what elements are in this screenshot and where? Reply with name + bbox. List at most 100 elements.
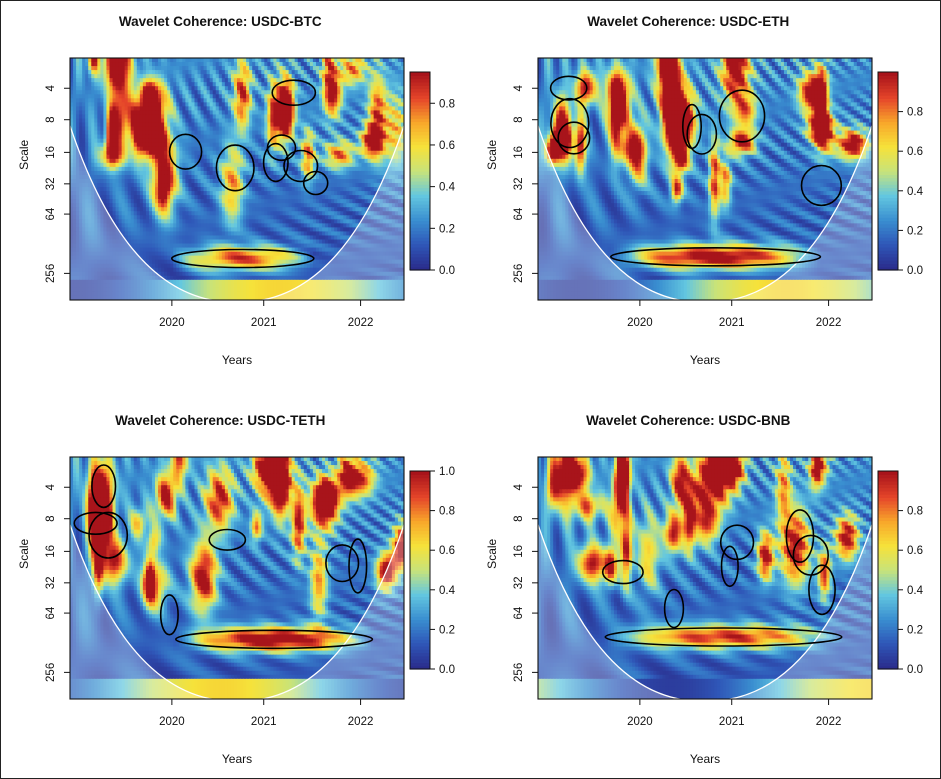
colorbar-tick-label: 0.4	[907, 186, 924, 198]
y-tick-label: 4	[513, 483, 525, 490]
significance-contour	[215, 144, 255, 192]
y-tick-label: 64	[45, 606, 57, 619]
significance-contour	[348, 538, 368, 594]
x-axis-label: Years	[222, 353, 252, 367]
colorbar-tick-label: 0.4	[439, 182, 456, 194]
significance-contour	[720, 545, 739, 588]
significance-contour	[686, 113, 718, 155]
significance-contour	[271, 79, 317, 106]
plot-border	[69, 57, 405, 301]
y-tick-label: 4	[45, 483, 57, 490]
significance-contour	[557, 121, 591, 155]
x-axis-label: Years	[690, 752, 720, 766]
y-tick-label: 256	[45, 264, 57, 283]
significance-contour	[208, 528, 247, 551]
colorbar-tick-label: 0.4	[439, 585, 456, 597]
significance-contour	[550, 97, 590, 149]
colorbar: 0.0 0.2 0.4 0.6 0.8	[409, 71, 456, 277]
y-tick-label: 8	[45, 117, 57, 123]
colorbar-tick-label: 0.0	[907, 265, 923, 277]
significance-contour	[719, 524, 755, 561]
significance-contour	[800, 164, 843, 207]
colorbar-tick-label: 1.0	[439, 466, 455, 478]
x-tick-label: 2022	[816, 317, 842, 329]
significance-contour	[283, 149, 319, 183]
x-axis-label: Years	[690, 353, 720, 367]
x-tick-label: 2022	[348, 317, 374, 329]
cone-of-influence	[538, 524, 872, 699]
chart-title: Wavelet Coherence: USDC-BNB	[586, 413, 791, 428]
plot-border	[537, 57, 873, 301]
cone-shading	[538, 524, 872, 699]
x-tick-label: 2020	[627, 716, 653, 728]
x-tick-label: 2020	[159, 716, 185, 728]
y-axis-label: Scale	[17, 538, 31, 568]
colorbar-tick-label: 0.2	[907, 225, 923, 237]
colorbar-tick-label: 0.2	[439, 223, 455, 235]
significance-contour	[171, 248, 315, 269]
plot-border	[69, 456, 405, 700]
chart-panel-4: Wavelet Coherence: USDC-BNB 2020 2021 2022 4…	[485, 413, 924, 766]
y-tick-label: 32	[513, 576, 525, 589]
x-tick-label: 2021	[719, 716, 745, 728]
y-tick-label: 32	[513, 177, 525, 190]
significance-contour	[549, 75, 588, 101]
colorbar: 0.0 0.2 0.4 0.6 0.8	[877, 71, 924, 277]
x-tick-label: 2021	[251, 317, 277, 329]
coherence-heatmap	[70, 58, 404, 300]
colorbar-tick-label: 0.6	[907, 146, 923, 158]
cone-of-influence	[70, 524, 404, 699]
y-axis-label: Scale	[485, 538, 499, 568]
y-tick-label: 32	[45, 177, 57, 190]
significance-contour	[73, 511, 118, 535]
cone-shading	[70, 125, 404, 300]
y-axis-label: Scale	[485, 139, 499, 169]
colorbar-tick-label: 0.8	[439, 98, 455, 110]
significance-contour	[91, 464, 117, 509]
y-tick-label: 64	[513, 606, 525, 619]
colorbar-tick-label: 0.0	[439, 265, 455, 277]
x-tick-label: 2021	[719, 317, 745, 329]
y-tick-label: 64	[45, 207, 57, 220]
x-axis-label: Years	[222, 752, 252, 766]
cone-of-influence	[538, 125, 872, 300]
cone-of-influence	[70, 125, 404, 300]
y-tick-label: 4	[513, 84, 525, 91]
y-tick-label: 256	[513, 663, 525, 682]
colorbar-tick-label: 0.6	[907, 545, 923, 557]
significance-contour	[681, 103, 702, 150]
significance-contour	[175, 629, 374, 650]
significance-contour	[88, 511, 129, 559]
y-tick-label: 8	[45, 516, 57, 522]
significance-contour	[159, 594, 179, 636]
x-tick-label: 2022	[348, 716, 374, 728]
y-tick-label: 8	[513, 516, 525, 522]
y-tick-label: 16	[513, 146, 525, 159]
y-tick-label: 64	[513, 207, 525, 220]
significance-contour	[718, 89, 766, 143]
x-tick-label: 2021	[251, 716, 277, 728]
colorbar-tick-label: 0.8	[439, 506, 455, 518]
y-tick-label: 8	[513, 117, 525, 123]
y-axis-label: Scale	[17, 139, 31, 169]
significance-contour	[808, 564, 836, 616]
significance-contour	[601, 559, 644, 585]
coherence-heatmap	[70, 457, 404, 699]
y-tick-label: 256	[513, 264, 525, 283]
colorbar-tick-label: 0.2	[907, 624, 923, 636]
significance-contour	[325, 544, 360, 583]
plot-border	[537, 456, 873, 700]
x-tick-label: 2022	[816, 716, 842, 728]
colorbar-tick-label: 0.8	[907, 506, 923, 518]
y-tick-label: 256	[45, 663, 57, 682]
colorbar-tick-label: 0.8	[907, 107, 923, 119]
y-tick-label: 16	[513, 545, 525, 558]
chart-panel-1: Wavelet Coherence: USDC-BTC 2020 2021 2022 4…	[17, 14, 456, 367]
y-tick-label: 16	[45, 545, 57, 558]
x-tick-label: 2020	[627, 317, 653, 329]
chart-panel-3: Wavelet Coherence: USDC-TETH 2020 2021 2022…	[17, 413, 456, 766]
chart-title: Wavelet Coherence: USDC-BTC	[119, 14, 322, 29]
y-tick-label: 16	[45, 146, 57, 159]
y-tick-label: 4	[45, 84, 57, 91]
